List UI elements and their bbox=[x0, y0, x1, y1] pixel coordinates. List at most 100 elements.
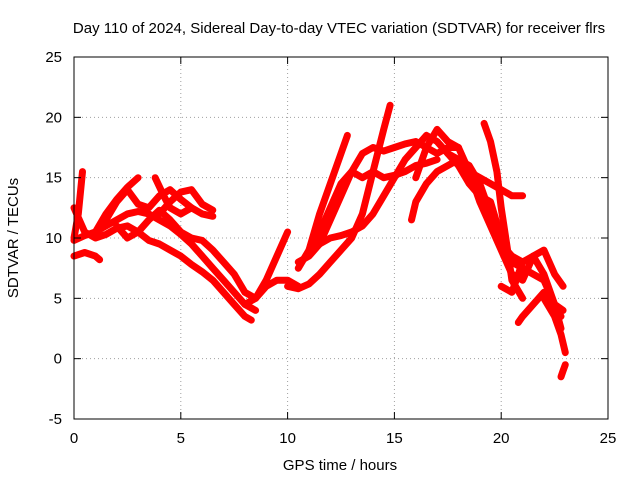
data-point-marker bbox=[519, 313, 526, 320]
data-point-marker bbox=[493, 168, 500, 175]
data-point-marker bbox=[370, 210, 377, 217]
data-point-marker bbox=[338, 232, 344, 239]
x-tick-label: 15 bbox=[386, 430, 403, 447]
data-point-marker bbox=[402, 156, 409, 163]
data-point-marker bbox=[327, 180, 334, 187]
data-point-marker bbox=[487, 198, 494, 205]
data-point-marker bbox=[508, 289, 515, 296]
data-point-marker bbox=[188, 204, 195, 211]
data-point-marker bbox=[199, 201, 206, 208]
data-point-marker bbox=[103, 210, 110, 217]
data-point-marker bbox=[530, 253, 537, 260]
data-point-marker bbox=[434, 126, 441, 133]
data-point-marker bbox=[284, 228, 291, 235]
data-point-marker bbox=[316, 241, 323, 248]
data-trace-line bbox=[252, 228, 292, 302]
data-point-marker bbox=[295, 285, 302, 292]
data-point-marker bbox=[515, 319, 522, 326]
data-trace-line bbox=[70, 249, 104, 264]
x-tick-label: 5 bbox=[177, 430, 185, 447]
data-point-marker bbox=[241, 289, 248, 296]
data-point-marker bbox=[316, 271, 323, 278]
data-point-marker bbox=[387, 102, 394, 109]
data-point-marker bbox=[327, 259, 334, 266]
data-trace-line bbox=[155, 186, 217, 218]
axis-ticks bbox=[73, 56, 609, 420]
data-point-marker bbox=[273, 253, 280, 260]
data-point-marker bbox=[402, 140, 409, 147]
data-point-marker bbox=[540, 271, 547, 278]
data-point-marker bbox=[338, 247, 344, 254]
data-point-marker bbox=[327, 235, 334, 241]
x-tick-label: 25 bbox=[600, 430, 617, 447]
data-point-marker bbox=[481, 120, 488, 127]
data-series-arc-24 bbox=[557, 361, 569, 381]
data-point-marker bbox=[380, 192, 387, 199]
data-point-marker bbox=[92, 235, 99, 241]
data-point-marker bbox=[167, 216, 174, 223]
data-point-marker bbox=[540, 289, 547, 296]
chart-title: Day 110 of 2024, Sidereal Day-to-day VTE… bbox=[73, 20, 605, 37]
data-point-marker bbox=[167, 247, 174, 254]
data-point-marker bbox=[220, 259, 227, 266]
data-point-marker bbox=[220, 277, 227, 284]
x-tick-labels: 0 5 10 15 20 25 bbox=[70, 430, 617, 447]
data-traces bbox=[70, 101, 569, 381]
data-point-marker bbox=[359, 150, 366, 157]
data-point-marker bbox=[167, 186, 174, 193]
data-point-marker bbox=[284, 277, 291, 284]
data-point-marker bbox=[113, 196, 120, 203]
y-tick-label: 0 bbox=[54, 351, 62, 368]
data-point-marker bbox=[188, 186, 195, 193]
data-point-marker bbox=[231, 271, 238, 278]
data-point-marker bbox=[103, 222, 110, 229]
data-trace-line bbox=[294, 138, 462, 266]
data-point-marker bbox=[423, 132, 430, 139]
data-point-marker bbox=[284, 283, 291, 290]
data-point-marker bbox=[455, 162, 462, 169]
data-series-arc-11 bbox=[252, 228, 292, 302]
data-point-marker bbox=[455, 144, 462, 151]
data-series-arc-15 bbox=[305, 131, 351, 254]
data-point-marker bbox=[124, 210, 131, 217]
data-series-arc-23 bbox=[540, 294, 569, 357]
data-trace-line bbox=[113, 206, 260, 302]
data-point-marker bbox=[370, 168, 377, 175]
data-point-marker bbox=[348, 235, 355, 241]
data-point-marker bbox=[75, 210, 82, 217]
data-point-marker bbox=[209, 213, 216, 220]
data-point-marker bbox=[156, 216, 163, 223]
data-point-marker bbox=[434, 168, 441, 175]
y-tick-label: 5 bbox=[54, 290, 62, 307]
data-point-marker bbox=[560, 307, 567, 314]
data-point-marker bbox=[558, 331, 565, 338]
data-point-marker bbox=[177, 210, 184, 217]
y-tick-label: 20 bbox=[45, 109, 62, 126]
y-tick-label: 15 bbox=[45, 170, 62, 187]
data-point-marker bbox=[209, 207, 216, 214]
data-point-marker bbox=[562, 361, 569, 368]
data-point-marker bbox=[92, 253, 99, 260]
data-point-marker bbox=[359, 210, 366, 217]
data-point-marker bbox=[252, 295, 259, 302]
data-point-marker bbox=[487, 138, 494, 145]
data-point-marker bbox=[135, 201, 142, 208]
data-trace-line bbox=[540, 294, 569, 357]
data-point-marker bbox=[551, 271, 558, 278]
x-axis-label: GPS time / hours bbox=[283, 457, 397, 474]
data-point-marker bbox=[348, 228, 355, 235]
data-point-marker bbox=[434, 156, 441, 163]
data-point-marker bbox=[498, 204, 505, 211]
data-point-marker bbox=[412, 144, 419, 151]
data-point-marker bbox=[79, 168, 86, 175]
data-point-marker bbox=[412, 174, 419, 181]
data-point-marker bbox=[188, 241, 195, 248]
data-point-marker bbox=[209, 265, 216, 272]
data-point-marker bbox=[81, 249, 88, 256]
data-point-marker bbox=[156, 241, 163, 248]
data-point-marker bbox=[199, 268, 206, 275]
data-point-marker bbox=[519, 192, 526, 199]
data-trace-line bbox=[316, 131, 527, 248]
data-point-marker bbox=[519, 277, 526, 284]
